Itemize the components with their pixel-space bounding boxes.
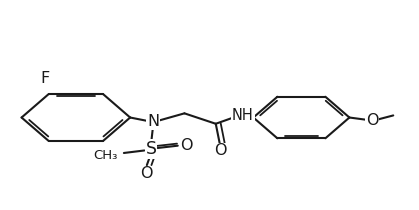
Text: NH: NH (232, 108, 254, 123)
Text: N: N (147, 114, 159, 129)
Text: CH₃: CH₃ (93, 148, 118, 161)
Text: O: O (214, 143, 226, 158)
Text: F: F (40, 71, 49, 86)
Text: O: O (141, 166, 153, 181)
Text: S: S (145, 140, 157, 158)
Text: O: O (366, 113, 379, 128)
Text: O: O (180, 138, 193, 153)
